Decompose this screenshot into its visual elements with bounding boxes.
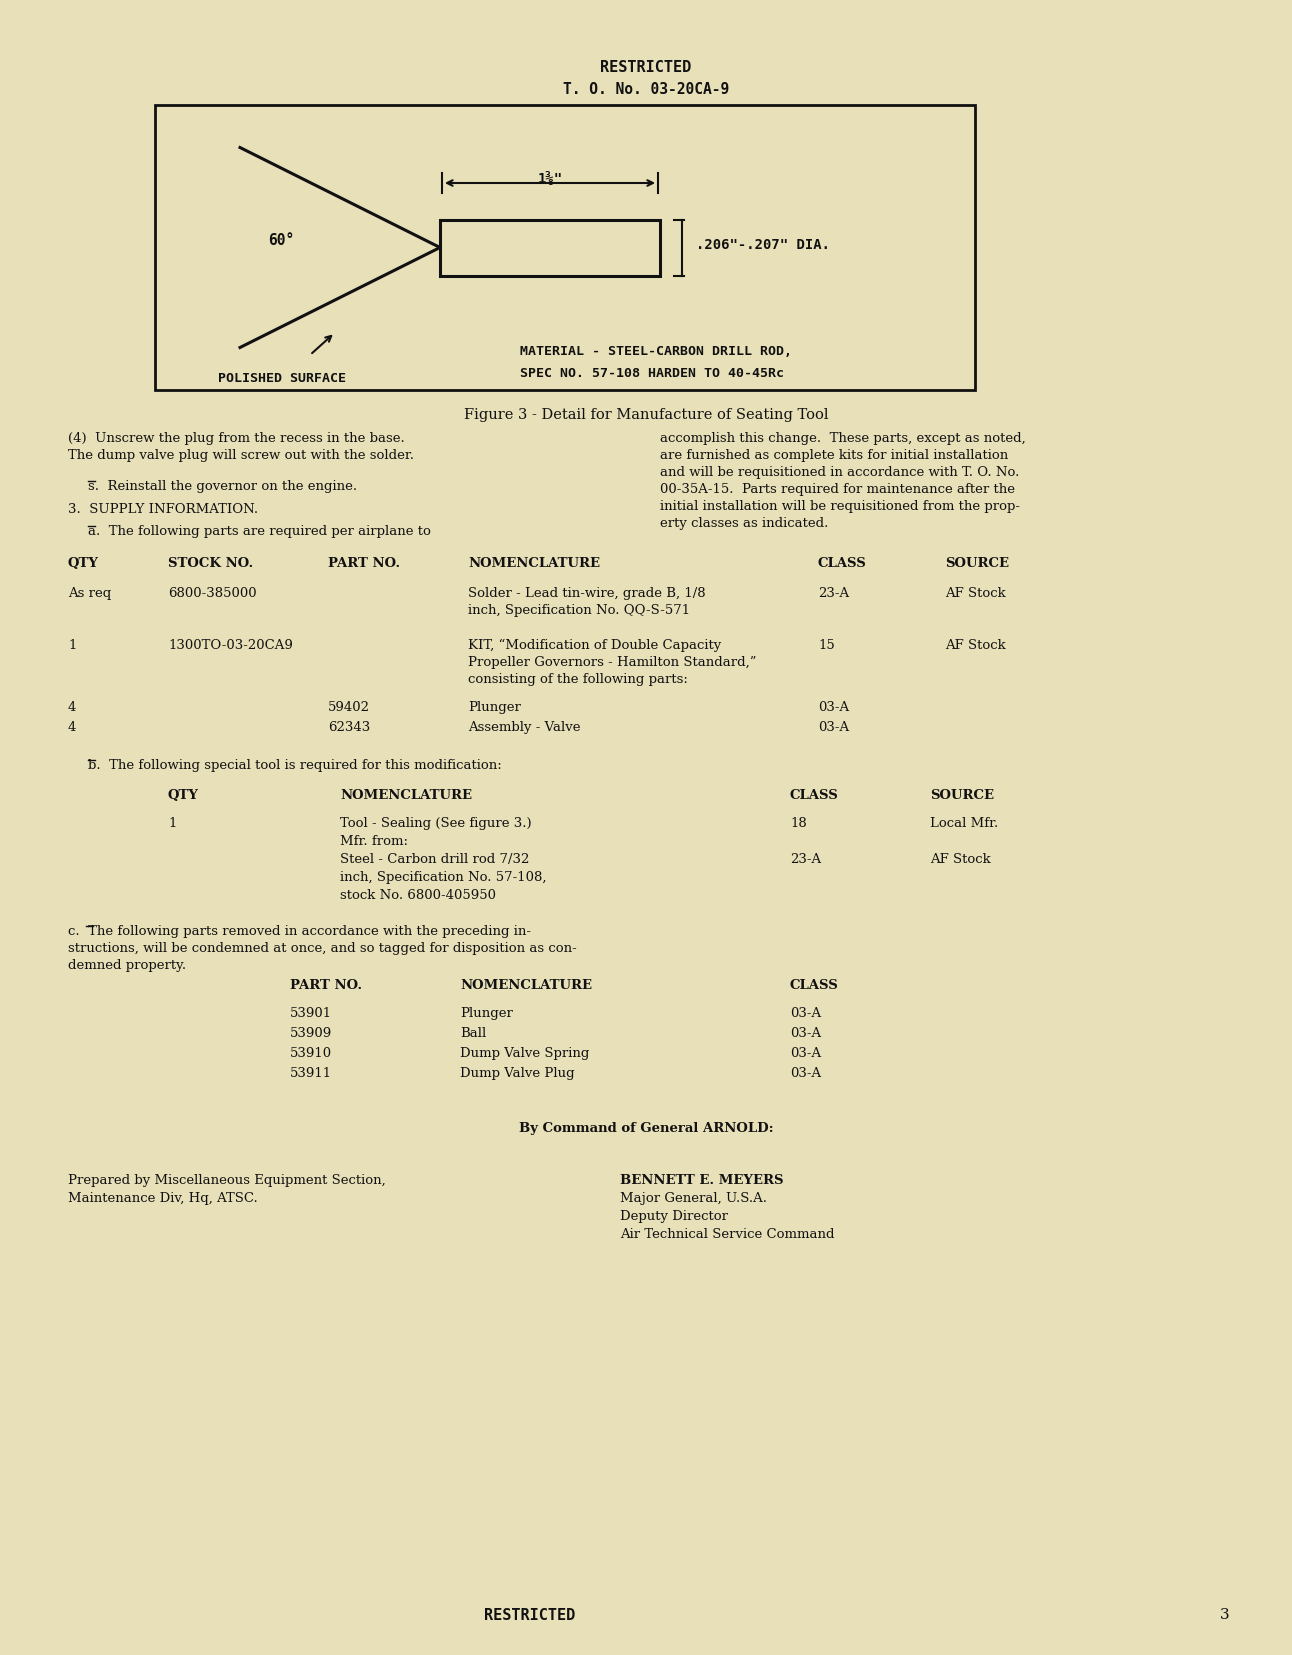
Bar [441,220,660,275]
Text: Dump Valve Spring: Dump Valve Spring [460,1048,589,1059]
Text: (4)  Unscrew the plug from the recess in the base.
The dump valve plug will scre: (4) Unscrew the plug from the recess in … [68,432,413,462]
Text: Mfr. from:: Mfr. from: [340,836,408,847]
Text: 03-A: 03-A [789,1028,822,1039]
Text: Plunger: Plunger [468,702,521,713]
Text: Deputy Director: Deputy Director [620,1210,727,1223]
Text: 1300TO-03-20CA9: 1300TO-03-20CA9 [168,639,293,652]
Text: 03-A: 03-A [818,722,849,735]
Text: Figure 3 - Detail for Manufacture of Seating Tool: Figure 3 - Detail for Manufacture of Sea… [464,409,828,422]
Text: 18: 18 [789,818,806,831]
Text: Tool - Sealing (See figure 3.): Tool - Sealing (See figure 3.) [340,818,531,831]
Text: PART NO.: PART NO. [328,558,401,569]
Text: NOMENCLATURE: NOMENCLATURE [460,980,592,991]
Text: 3: 3 [1220,1609,1230,1622]
Text: 03-A: 03-A [789,1006,822,1019]
Text: 59402: 59402 [328,702,370,713]
Text: SOURCE: SOURCE [944,558,1009,569]
Text: KIT, “Modification of Double Capacity
Propeller Governors - Hamilton Standard,”
: KIT, “Modification of Double Capacity Pr… [468,639,757,687]
Text: Assembly - Valve: Assembly - Valve [468,722,580,735]
Text: RESTRICTED: RESTRICTED [484,1609,576,1624]
Text: 4: 4 [68,702,76,713]
Text: 1: 1 [168,818,177,831]
Text: 4: 4 [68,722,76,735]
Text: 23-A: 23-A [789,852,822,866]
Text: 60°: 60° [267,233,295,248]
Text: RESTRICTED: RESTRICTED [601,60,691,74]
Text: QTY: QTY [168,789,199,803]
Text: Solder - Lead tin-wire, grade B, 1/8
inch, Specification No. QQ-S-571: Solder - Lead tin-wire, grade B, 1/8 inc… [468,588,705,617]
Text: 53910: 53910 [289,1048,332,1059]
Text: inch, Specification No. 57-108,: inch, Specification No. 57-108, [340,871,547,884]
Text: By Command of General ARNOLD:: By Command of General ARNOLD: [518,1122,774,1135]
Text: 03-A: 03-A [789,1067,822,1081]
Text: AF Stock: AF Stock [930,852,991,866]
Text: Air Technical Service Command: Air Technical Service Command [620,1228,835,1241]
Text: CLASS: CLASS [789,789,839,803]
Text: 53909: 53909 [289,1028,332,1039]
Text: BENNETT E. MEYERS: BENNETT E. MEYERS [620,1173,783,1187]
Text: NOMENCLATURE: NOMENCLATURE [340,789,472,803]
Text: 6800-385000: 6800-385000 [168,588,257,601]
Text: POLISHED SURFACE: POLISHED SURFACE [218,372,346,386]
Text: AF Stock: AF Stock [944,639,1005,652]
Text: Plunger: Plunger [460,1006,513,1019]
Text: CLASS: CLASS [818,558,867,569]
Text: Maintenance Div, Hq, ATSC.: Maintenance Div, Hq, ATSC. [68,1192,257,1205]
Text: 53911: 53911 [289,1067,332,1081]
Text: 1⅜": 1⅜" [537,172,562,185]
Text: Steel - Carbon drill rod 7/32: Steel - Carbon drill rod 7/32 [340,852,530,866]
Text: .206"-.207" DIA.: .206"-.207" DIA. [696,238,829,252]
Text: QTY: QTY [68,558,99,569]
Text: c.  The following parts removed in accordance with the preceding in-
structions,: c. The following parts removed in accord… [68,925,576,971]
Text: b.  The following special tool is required for this modification:: b. The following special tool is require… [88,760,501,771]
Text: AF Stock: AF Stock [944,588,1005,601]
Text: As req: As req [68,588,111,601]
Text: T. O. No. 03-20CA-9: T. O. No. 03-20CA-9 [563,83,729,98]
Text: a.  The following parts are required per airplane to: a. The following parts are required per … [88,525,430,538]
Text: Major General, U.S.A.: Major General, U.S.A. [620,1192,767,1205]
Text: accomplish this change.  These parts, except as noted,
are furnished as complete: accomplish this change. These parts, exc… [660,432,1026,530]
Text: PART NO.: PART NO. [289,980,362,991]
Text: 23-A: 23-A [818,588,849,601]
Text: STOCK NO.: STOCK NO. [168,558,253,569]
Text: NOMENCLATURE: NOMENCLATURE [468,558,599,569]
Text: 03-A: 03-A [789,1048,822,1059]
Bar [155,104,975,391]
Text: Ball: Ball [460,1028,486,1039]
Text: 62343: 62343 [328,722,371,735]
Text: 15: 15 [818,639,835,652]
Text: Local Mfr.: Local Mfr. [930,818,999,831]
Text: CLASS: CLASS [789,980,839,991]
Text: s.  Reinstall the governor on the engine.: s. Reinstall the governor on the engine. [88,480,357,493]
Text: 03-A: 03-A [818,702,849,713]
Text: SPEC NO. 57-108 HARDEN TO 40-45Rc: SPEC NO. 57-108 HARDEN TO 40-45Rc [519,367,784,381]
Text: Dump Valve Plug: Dump Valve Plug [460,1067,575,1081]
Text: SOURCE: SOURCE [930,789,994,803]
Text: 53901: 53901 [289,1006,332,1019]
Text: 3.  SUPPLY INFORMATION.: 3. SUPPLY INFORMATION. [68,503,258,516]
Text: Prepared by Miscellaneous Equipment Section,: Prepared by Miscellaneous Equipment Sect… [68,1173,386,1187]
Text: MATERIAL - STEEL-CARBON DRILL ROD,: MATERIAL - STEEL-CARBON DRILL ROD, [519,344,792,357]
Text: 1: 1 [68,639,76,652]
Text: stock No. 6800-405950: stock No. 6800-405950 [340,889,496,902]
